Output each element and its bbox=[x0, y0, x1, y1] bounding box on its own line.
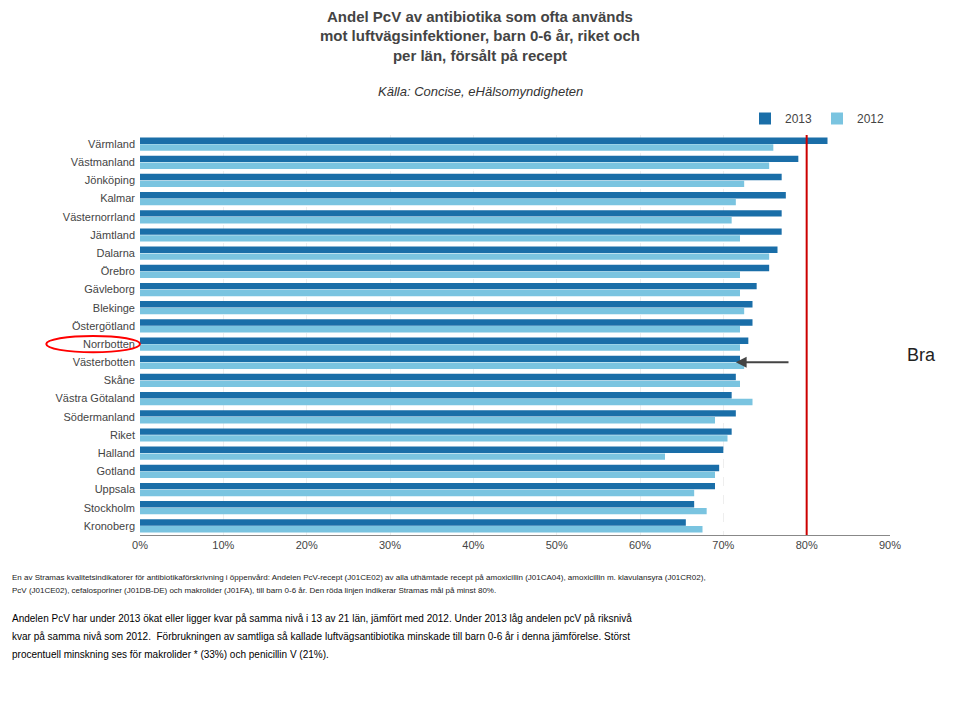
svg-text:Norrbotten: Norrbotten bbox=[83, 338, 135, 350]
svg-text:Västra Götaland: Västra Götaland bbox=[56, 392, 136, 404]
svg-text:Örebro: Örebro bbox=[101, 265, 135, 277]
svg-text:30%: 30% bbox=[379, 539, 401, 551]
svg-text:kvar på samma nivå som 2012.: kvar på samma nivå som 2012. Förbrukning… bbox=[12, 631, 630, 642]
svg-text:Kronoberg: Kronoberg bbox=[84, 520, 135, 532]
svg-text:Östergötland: Östergötland bbox=[72, 320, 135, 332]
svg-text:90%: 90% bbox=[879, 539, 901, 551]
svg-text:0%: 0% bbox=[132, 539, 148, 551]
svg-text:2012: 2012 bbox=[857, 112, 884, 126]
svg-text:Värmland: Värmland bbox=[88, 138, 135, 150]
svg-text:Skåne: Skåne bbox=[104, 374, 135, 386]
svg-text:Västerbotten: Västerbotten bbox=[73, 356, 135, 368]
svg-text:10%: 10% bbox=[212, 539, 234, 551]
svg-text:60%: 60% bbox=[629, 539, 651, 551]
svg-text:Andelen PcV har under 2013 öka: Andelen PcV har under 2013 ökat eller li… bbox=[12, 613, 632, 624]
svg-text:PcV (J01CE02), cefalosporiner: PcV (J01CE02), cefalosporiner (J01DB-DE)… bbox=[12, 586, 496, 595]
svg-text:Gävleborg: Gävleborg bbox=[84, 283, 135, 295]
svg-text:2013: 2013 bbox=[785, 112, 812, 126]
svg-text:80%: 80% bbox=[796, 539, 818, 551]
svg-text:En av Stramas kvalitetsindikat: En av Stramas kvalitetsindikatorer för a… bbox=[12, 573, 706, 582]
svg-text:Uppsala: Uppsala bbox=[95, 483, 136, 495]
svg-text:70%: 70% bbox=[712, 539, 734, 551]
svg-text:Gotland: Gotland bbox=[96, 465, 135, 477]
svg-text:Kalmar: Kalmar bbox=[100, 192, 135, 204]
svg-text:Jönköping: Jönköping bbox=[85, 174, 135, 186]
svg-text:20%: 20% bbox=[296, 539, 318, 551]
svg-text:procentuell minskning ses för: procentuell minskning ses för makrolider… bbox=[12, 649, 329, 660]
svg-text:40%: 40% bbox=[462, 539, 484, 551]
svg-text:Stockholm: Stockholm bbox=[84, 502, 135, 514]
svg-text:50%: 50% bbox=[546, 539, 568, 551]
svg-text:Riket: Riket bbox=[110, 429, 135, 441]
svg-text:Andel PcV av antibiotika som o: Andel PcV av antibiotika som ofta använd… bbox=[320, 8, 640, 64]
svg-text:Källa: Concise, eHälsomyndighe: Källa: Concise, eHälsomyndigheten bbox=[378, 84, 583, 99]
svg-text:Halland: Halland bbox=[98, 447, 135, 459]
svg-text:Västmanland: Västmanland bbox=[71, 156, 135, 168]
svg-text:Dalarna: Dalarna bbox=[96, 247, 135, 259]
svg-text:Jämtland: Jämtland bbox=[90, 229, 135, 241]
svg-text:Bra: Bra bbox=[907, 345, 936, 365]
svg-text:Blekinge: Blekinge bbox=[93, 302, 135, 314]
svg-text:Södermanland: Södermanland bbox=[63, 411, 135, 423]
svg-text:Västernorrland: Västernorrland bbox=[63, 211, 135, 223]
